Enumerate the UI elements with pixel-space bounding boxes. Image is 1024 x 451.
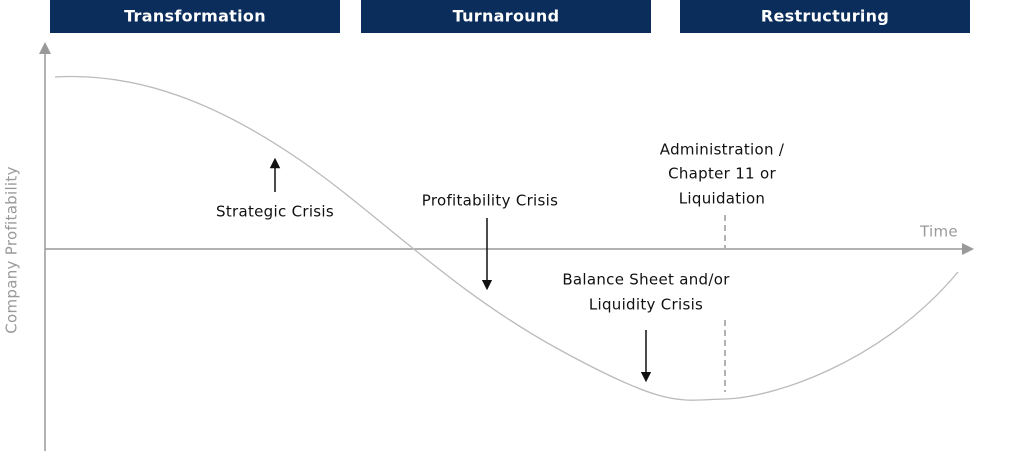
annotation: Chapter 11 or [668,165,776,183]
phase-label: Restructuring [761,7,889,26]
annotation: Administration / [660,141,785,159]
annotation: Balance Sheet and/or [562,271,730,289]
profitability-curve [54,75,959,401]
phase-banner [361,0,651,33]
phase-banner [680,0,970,33]
phase-label: Transformation [124,7,266,26]
phase-banner [50,0,340,33]
y-axis-label: Company Profitability [3,166,21,334]
phase-label: Turnaround [453,7,560,26]
annotation: Profitability Crisis [422,192,558,210]
annotation: Liquidation [679,190,765,208]
x-axis-label: Time [919,223,958,241]
annotation: Strategic Crisis [216,203,334,221]
annotation: Liquidity Crisis [589,296,703,314]
